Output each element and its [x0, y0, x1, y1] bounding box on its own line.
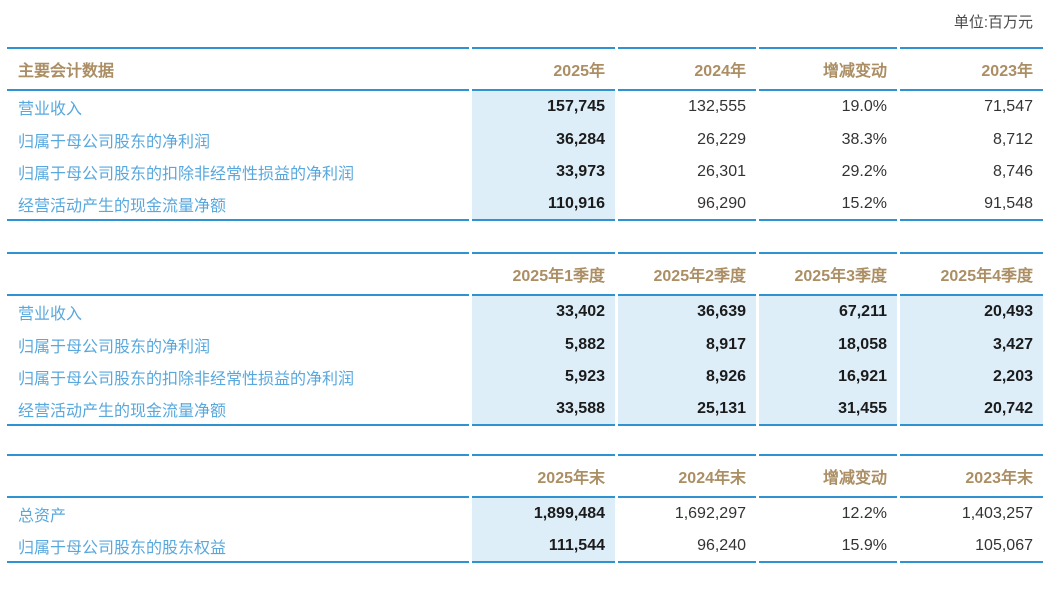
value-cell: 33,402	[472, 296, 615, 329]
table-row: 归属于母公司股东的扣除非经常性损益的净利润 33,973 26,301 29.2% 8,…	[7, 156, 1043, 189]
header-row: 2025年1季度 2025年2季度 2025年3季度 2025年4季度	[7, 252, 1043, 296]
value-cell: 71,547	[984, 98, 1033, 116]
column-header: 2023年	[900, 47, 1043, 91]
header-row: 2025年末 2024年末 增减变动 2023年末	[7, 454, 1043, 498]
value-cell: 26,229	[697, 130, 746, 148]
value-cell: 67,211	[759, 296, 897, 329]
table-row: 营业收入 33,402 36,639 67,211 20,493	[7, 296, 1043, 329]
value-cell: 111,544	[472, 530, 615, 563]
value-cell: 3,427	[900, 328, 1043, 361]
value-cell: 5,882	[472, 328, 615, 361]
column-header: 2025年末	[472, 454, 615, 498]
value-cell: 38.3%	[841, 130, 887, 148]
value-cell: 8,917	[618, 328, 756, 361]
value-cell: 16,921	[759, 361, 897, 394]
row-label: 营业收入	[18, 101, 83, 119]
table-row: 营业收入 157,745 132,555 19.0% 71,547	[7, 91, 1043, 124]
value-cell: 33,588	[472, 393, 615, 426]
value-cell: 20,493	[900, 296, 1043, 329]
table-row: 经营活动产生的现金流量净额 110,916 96,290 15.2% 91,548	[7, 188, 1043, 221]
row-label-header	[7, 252, 469, 296]
table-row: 归属于母公司股东的净利润 36,284 26,229 38.3% 8,712	[7, 123, 1043, 156]
value-cell: 91,548	[900, 189, 1043, 221]
value-cell: 19.0%	[841, 98, 887, 116]
row-label-header	[7, 454, 469, 498]
value-cell: 96,290	[618, 189, 756, 221]
value-cell: 25,131	[618, 393, 756, 426]
header-row: 主要会计数据 2025年 2024年 增减变动 2023年	[7, 47, 1043, 91]
value-cell: 15.2%	[759, 189, 897, 221]
column-header: 增减变动	[759, 47, 897, 91]
row-label: 总资产	[18, 508, 67, 526]
value-cell: 1,692,297	[674, 505, 746, 523]
column-header: 2024年末	[618, 454, 756, 498]
row-label: 归属于母公司股东的扣除非经常性损益的净利润	[18, 166, 355, 184]
period-end-data-table: 2025年末 2024年末 增减变动 2023年末 总资产 1,899,484 1,692…	[4, 454, 1046, 563]
value-cell: 8,926	[618, 361, 756, 394]
value-cell: 15.9%	[759, 531, 897, 563]
value-cell: 132,555	[688, 98, 746, 116]
value-cell: 96,240	[618, 531, 756, 563]
column-header: 增减变动	[759, 454, 897, 498]
column-header: 2025年3季度	[759, 252, 897, 296]
value-cell: 5,923	[472, 361, 615, 394]
row-label: 经营活动产生的现金流量净额	[7, 189, 469, 221]
value-cell: 33,973	[472, 156, 615, 189]
key-accounting-data-table: 主要会计数据 2025年 2024年 增减变动 2023年 营业收入 157,745 132…	[4, 47, 1046, 221]
table-row: 归属于母公司股东的净利润 5,882 8,917 18,058 3,427	[7, 328, 1043, 361]
value-cell: 36,284	[472, 123, 615, 156]
table-row: 归属于母公司股东的扣除非经常性损益的净利润 5,923 8,926 16,921 2,2…	[7, 361, 1043, 394]
value-cell: 110,916	[472, 188, 615, 221]
column-header: 2025年4季度	[900, 252, 1043, 296]
value-cell: 1,899,484	[472, 498, 615, 531]
column-header: 2023年末	[900, 454, 1043, 498]
value-cell: 12.2%	[841, 505, 887, 523]
table-row: 总资产 1,899,484 1,692,297 12.2% 1,403,257	[7, 498, 1043, 531]
value-cell: 29.2%	[841, 163, 887, 181]
value-cell: 26,301	[697, 163, 746, 181]
row-label: 归属于母公司股东的股东权益	[7, 531, 469, 563]
value-cell: 31,455	[759, 393, 897, 426]
value-cell: 8,746	[992, 163, 1033, 181]
value-cell: 20,742	[900, 393, 1043, 426]
column-header: 2024年	[618, 47, 756, 91]
quarterly-data-table: 2025年1季度 2025年2季度 2025年3季度 2025年4季度 营业收入 33,…	[4, 252, 1046, 426]
row-label-header: 主要会计数据	[7, 47, 469, 91]
value-cell: 157,745	[472, 91, 615, 124]
row-label: 经营活动产生的现金流量净额	[7, 394, 469, 426]
table-row: 归属于母公司股东的股东权益 111,544 96,240 15.9% 105,067	[7, 530, 1043, 563]
value-cell: 36,639	[618, 296, 756, 329]
value-cell: 18,058	[759, 328, 897, 361]
table-row: 经营活动产生的现金流量净额 33,588 25,131 31,455 20,742	[7, 393, 1043, 426]
row-label: 归属于母公司股东的净利润	[18, 338, 211, 356]
row-label: 营业收入	[18, 306, 83, 324]
column-header: 2025年2季度	[618, 252, 756, 296]
value-cell: 8,712	[992, 130, 1033, 148]
row-label: 归属于母公司股东的扣除非经常性损益的净利润	[18, 371, 355, 389]
value-cell: 2,203	[900, 361, 1043, 394]
unit-label: 单位:百万元	[953, 14, 1033, 31]
column-header: 2025年1季度	[472, 252, 615, 296]
column-header: 2025年	[472, 47, 615, 91]
row-label: 归属于母公司股东的净利润	[18, 133, 211, 151]
value-cell: 105,067	[900, 531, 1043, 563]
value-cell: 1,403,257	[961, 505, 1033, 523]
